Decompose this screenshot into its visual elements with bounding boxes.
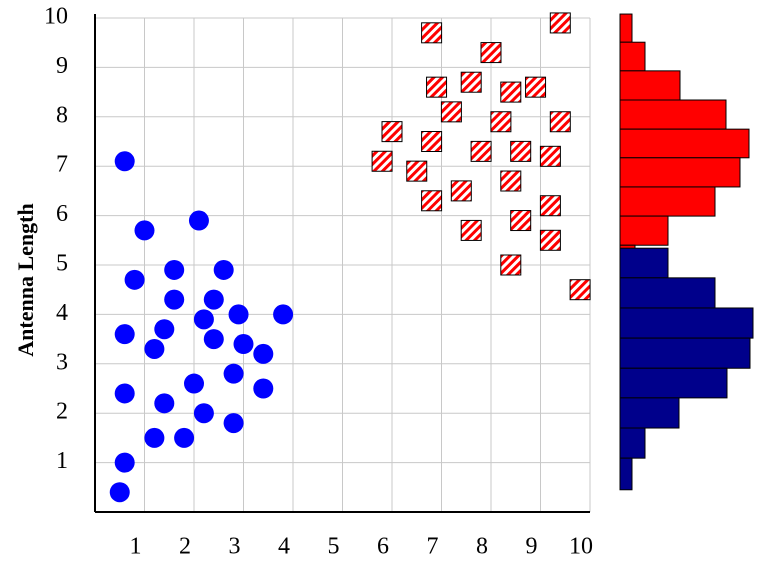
point <box>480 42 502 64</box>
point <box>421 131 443 152</box>
point <box>154 393 175 414</box>
point <box>549 12 571 34</box>
histogram-bar <box>619 427 646 459</box>
point <box>109 482 130 503</box>
point <box>164 289 185 310</box>
y-axis-label: Antenna Length <box>13 203 38 356</box>
y-tick-label: 4 <box>56 300 68 326</box>
point <box>233 334 254 355</box>
histogram-bar <box>619 215 669 246</box>
point <box>114 151 135 172</box>
point <box>213 259 234 280</box>
x-tick-label: 5 <box>328 534 340 560</box>
point <box>460 219 482 241</box>
point <box>450 180 472 202</box>
point <box>381 121 403 143</box>
x-tick-label: 1 <box>130 534 142 560</box>
y-tick-label: 9 <box>56 53 68 79</box>
y-tick-label: 6 <box>56 201 68 227</box>
point <box>510 140 532 162</box>
histogram-bar <box>619 128 750 159</box>
point <box>154 319 175 340</box>
y-tick-label: 3 <box>56 349 68 375</box>
point <box>144 427 165 448</box>
point <box>114 452 135 473</box>
point <box>500 81 522 103</box>
point <box>184 373 204 394</box>
histogram-bar <box>619 157 741 188</box>
histogram-bar <box>619 277 716 309</box>
point <box>549 111 571 133</box>
y-tick-label: 10 <box>44 4 68 30</box>
x-tick-label: 4 <box>278 534 290 560</box>
point <box>421 22 443 44</box>
y-tick-label: 8 <box>56 102 68 128</box>
histogram-bar <box>619 99 727 130</box>
histogram-bar <box>619 307 754 339</box>
point <box>144 338 165 359</box>
histogram-bar <box>619 457 633 491</box>
histogram-bar <box>619 367 728 399</box>
point <box>500 254 522 276</box>
point <box>273 304 294 325</box>
point <box>539 145 561 167</box>
point <box>421 190 443 212</box>
point <box>124 269 145 290</box>
point <box>426 76 448 98</box>
x-tick-label: 8 <box>476 534 488 560</box>
y-tick-label: 5 <box>56 251 68 277</box>
point <box>228 304 249 325</box>
point <box>253 378 274 399</box>
histogram-bar <box>619 70 681 101</box>
point <box>569 279 591 301</box>
point <box>490 111 512 133</box>
point <box>114 324 135 345</box>
y-tick-label: 1 <box>56 448 68 474</box>
point <box>525 76 547 98</box>
point <box>539 229 561 251</box>
y-tick-label: 2 <box>56 399 68 425</box>
x-tick-label: 9 <box>526 534 538 560</box>
point <box>223 413 244 434</box>
x-tick-label: 10 <box>569 534 593 560</box>
point <box>188 210 209 231</box>
point <box>371 150 393 172</box>
point <box>174 427 195 448</box>
point <box>440 101 462 123</box>
point <box>193 403 214 424</box>
point <box>539 195 561 217</box>
point <box>406 160 428 182</box>
point <box>470 140 492 162</box>
y-tick-label: 7 <box>56 152 68 178</box>
histogram-bar <box>619 397 680 429</box>
point <box>510 210 532 232</box>
point <box>193 309 214 330</box>
histogram-bar <box>619 13 633 43</box>
histogram-bar <box>619 41 646 72</box>
point <box>114 383 135 404</box>
x-tick-label: 7 <box>427 534 439 560</box>
point <box>460 71 482 93</box>
point <box>203 329 224 350</box>
point <box>253 343 274 364</box>
x-tick-label: 6 <box>377 534 389 560</box>
x-tick-label: 3 <box>229 534 241 560</box>
point <box>134 220 155 241</box>
x-tick-label: 2 <box>179 534 191 560</box>
point <box>164 259 185 280</box>
histogram-bar <box>619 247 669 279</box>
histogram-bar <box>619 186 716 217</box>
histogram-bar <box>619 337 751 369</box>
point <box>203 289 224 310</box>
point <box>223 363 244 384</box>
point <box>500 170 522 192</box>
